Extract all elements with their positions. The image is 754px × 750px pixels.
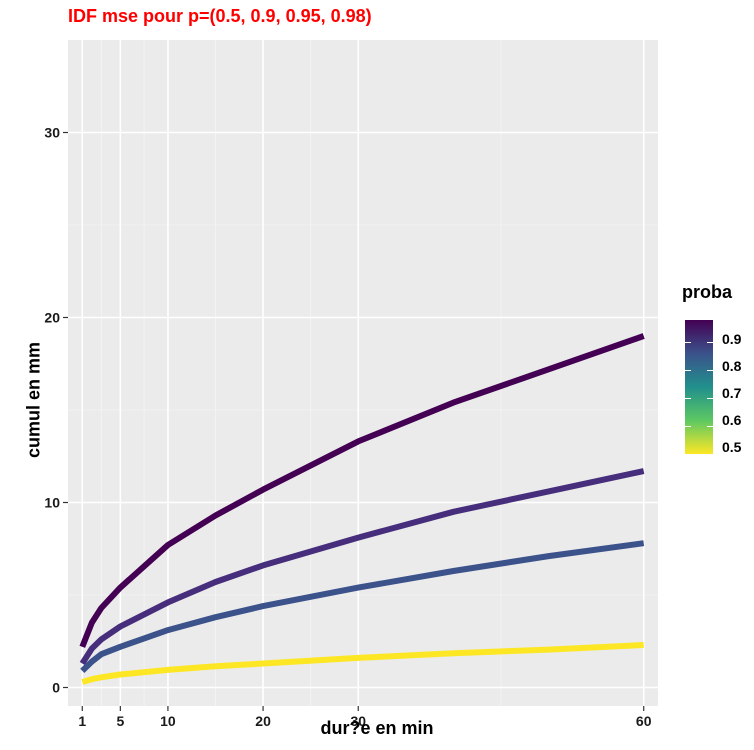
x-tick-label: 5 [116, 713, 124, 729]
legend-tick [707, 398, 713, 400]
series-line-p0.5 [81, 642, 644, 685]
legend-tick [707, 426, 713, 428]
legend-tick [707, 342, 713, 344]
legend-label: 0.7 [722, 385, 742, 401]
x-tick-label: 1 [78, 713, 86, 729]
x-tick-label: 20 [255, 713, 271, 729]
legend-label: 0.9 [722, 331, 742, 347]
legend-tick [685, 426, 691, 428]
legend-tick [685, 454, 691, 455]
chart-title: IDF mse pour p=(0.5, 0.9, 0.95, 0.98) [68, 6, 372, 26]
series-line-p0.98 [79, 333, 645, 648]
x-tick-label: 30 [350, 713, 366, 729]
y-tick-label: 0 [52, 680, 60, 696]
y-axis-ticks: 0 10 20 30 [44, 125, 68, 696]
legend-label: 0.8 [722, 358, 742, 374]
x-axis-ticks: 1 5 10 20 30 60 [78, 706, 652, 729]
series-line-p0.95 [79, 468, 645, 666]
x-axis-label: dur?e en min [320, 718, 434, 738]
y-axis-label: cumul en mm [23, 341, 44, 459]
legend-label: 0.5 [722, 439, 742, 455]
series-line-p0.9 [80, 540, 645, 674]
x-tick-label: 10 [160, 713, 176, 729]
legend-tick [707, 370, 713, 372]
y-tick-label: 20 [44, 310, 60, 326]
x-tick-label: 60 [636, 713, 652, 729]
legend-tick [685, 398, 691, 400]
legend-colorbar [685, 320, 713, 454]
legend-tick [685, 370, 691, 372]
y-tick-label: 30 [44, 125, 60, 141]
legend-tick [707, 454, 713, 455]
legend-title: proba [682, 282, 733, 302]
grid [68, 40, 658, 706]
legend-label: 0.6 [722, 412, 742, 428]
y-tick-label: 10 [44, 495, 60, 511]
legend-tick [685, 342, 691, 344]
series-lines [79, 333, 645, 685]
